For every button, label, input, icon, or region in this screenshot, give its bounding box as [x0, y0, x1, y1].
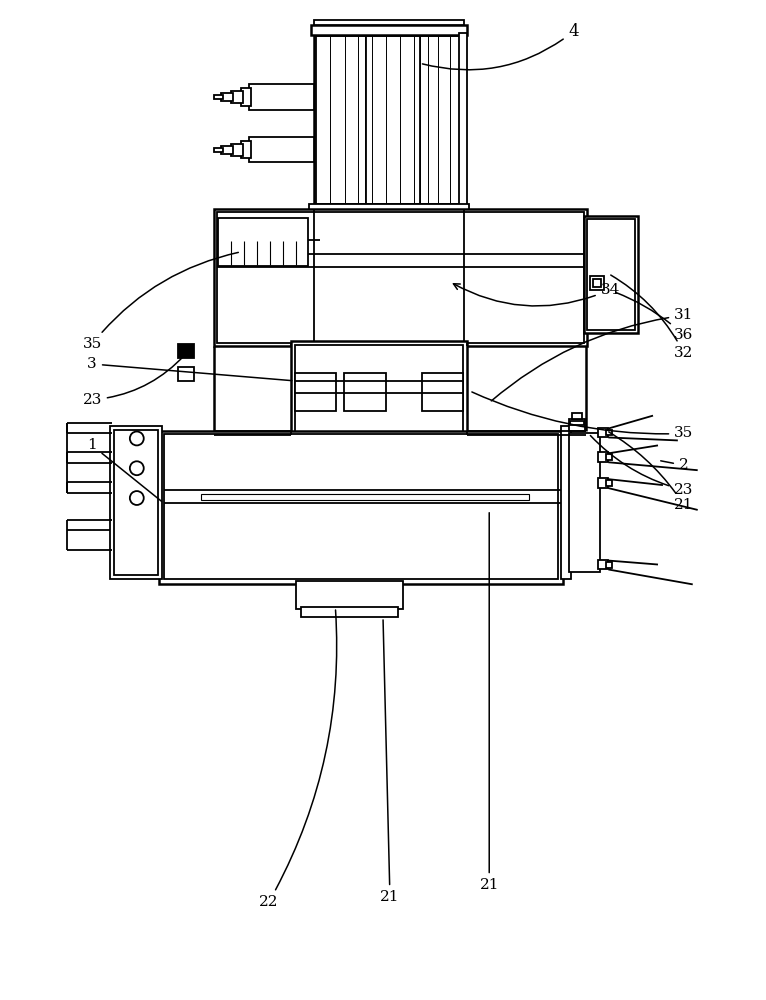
Text: 34: 34: [453, 283, 620, 306]
Text: 21: 21: [609, 432, 693, 512]
Bar: [218, 218, 308, 266]
Bar: [598, 428, 608, 437]
Bar: [607, 562, 612, 568]
Bar: [231, 144, 243, 156]
Bar: [214, 148, 223, 152]
Bar: [571, 413, 581, 419]
Bar: [313, 20, 464, 25]
Bar: [214, 95, 223, 99]
Text: 31: 31: [491, 308, 693, 401]
Bar: [366, 36, 420, 204]
Bar: [249, 137, 313, 162]
Text: 21: 21: [480, 513, 499, 892]
Bar: [591, 276, 604, 290]
Bar: [422, 373, 463, 411]
Bar: [344, 373, 386, 411]
Bar: [295, 345, 463, 432]
Bar: [598, 478, 608, 488]
Bar: [598, 560, 608, 569]
Bar: [296, 581, 403, 609]
Bar: [231, 91, 243, 103]
Text: 21: 21: [380, 620, 400, 904]
Bar: [295, 373, 336, 411]
Bar: [110, 426, 162, 579]
Bar: [310, 25, 467, 35]
Bar: [159, 431, 563, 584]
Bar: [164, 434, 558, 579]
Bar: [313, 33, 464, 207]
Bar: [460, 33, 467, 207]
Bar: [218, 212, 584, 343]
Bar: [201, 494, 529, 500]
Bar: [561, 426, 571, 579]
Text: 36: 36: [616, 293, 693, 342]
Bar: [249, 84, 313, 110]
Bar: [607, 480, 612, 486]
Bar: [241, 141, 251, 158]
Text: 3: 3: [87, 357, 292, 381]
Text: 1: 1: [87, 438, 162, 501]
Text: 22: 22: [259, 610, 337, 909]
Bar: [221, 146, 233, 154]
Bar: [568, 433, 601, 572]
Bar: [420, 36, 461, 204]
Text: 35: 35: [83, 252, 238, 351]
Bar: [309, 204, 470, 212]
Bar: [178, 344, 195, 358]
Bar: [607, 430, 612, 435]
Bar: [114, 430, 158, 575]
Text: 35: 35: [472, 392, 693, 440]
Text: 32: 32: [611, 275, 693, 360]
Bar: [221, 93, 233, 101]
Bar: [290, 341, 467, 435]
Bar: [178, 367, 195, 381]
Bar: [587, 219, 635, 330]
Text: 2: 2: [661, 458, 689, 472]
Bar: [570, 421, 584, 425]
Bar: [568, 419, 584, 431]
Text: 23: 23: [591, 436, 693, 497]
Bar: [598, 452, 608, 462]
Bar: [241, 88, 251, 106]
Bar: [594, 279, 601, 287]
Bar: [316, 36, 366, 204]
Text: 23: 23: [83, 355, 185, 407]
Bar: [214, 209, 587, 346]
Text: 4: 4: [422, 23, 579, 70]
Bar: [584, 216, 638, 333]
Bar: [607, 454, 612, 460]
Bar: [300, 607, 398, 617]
